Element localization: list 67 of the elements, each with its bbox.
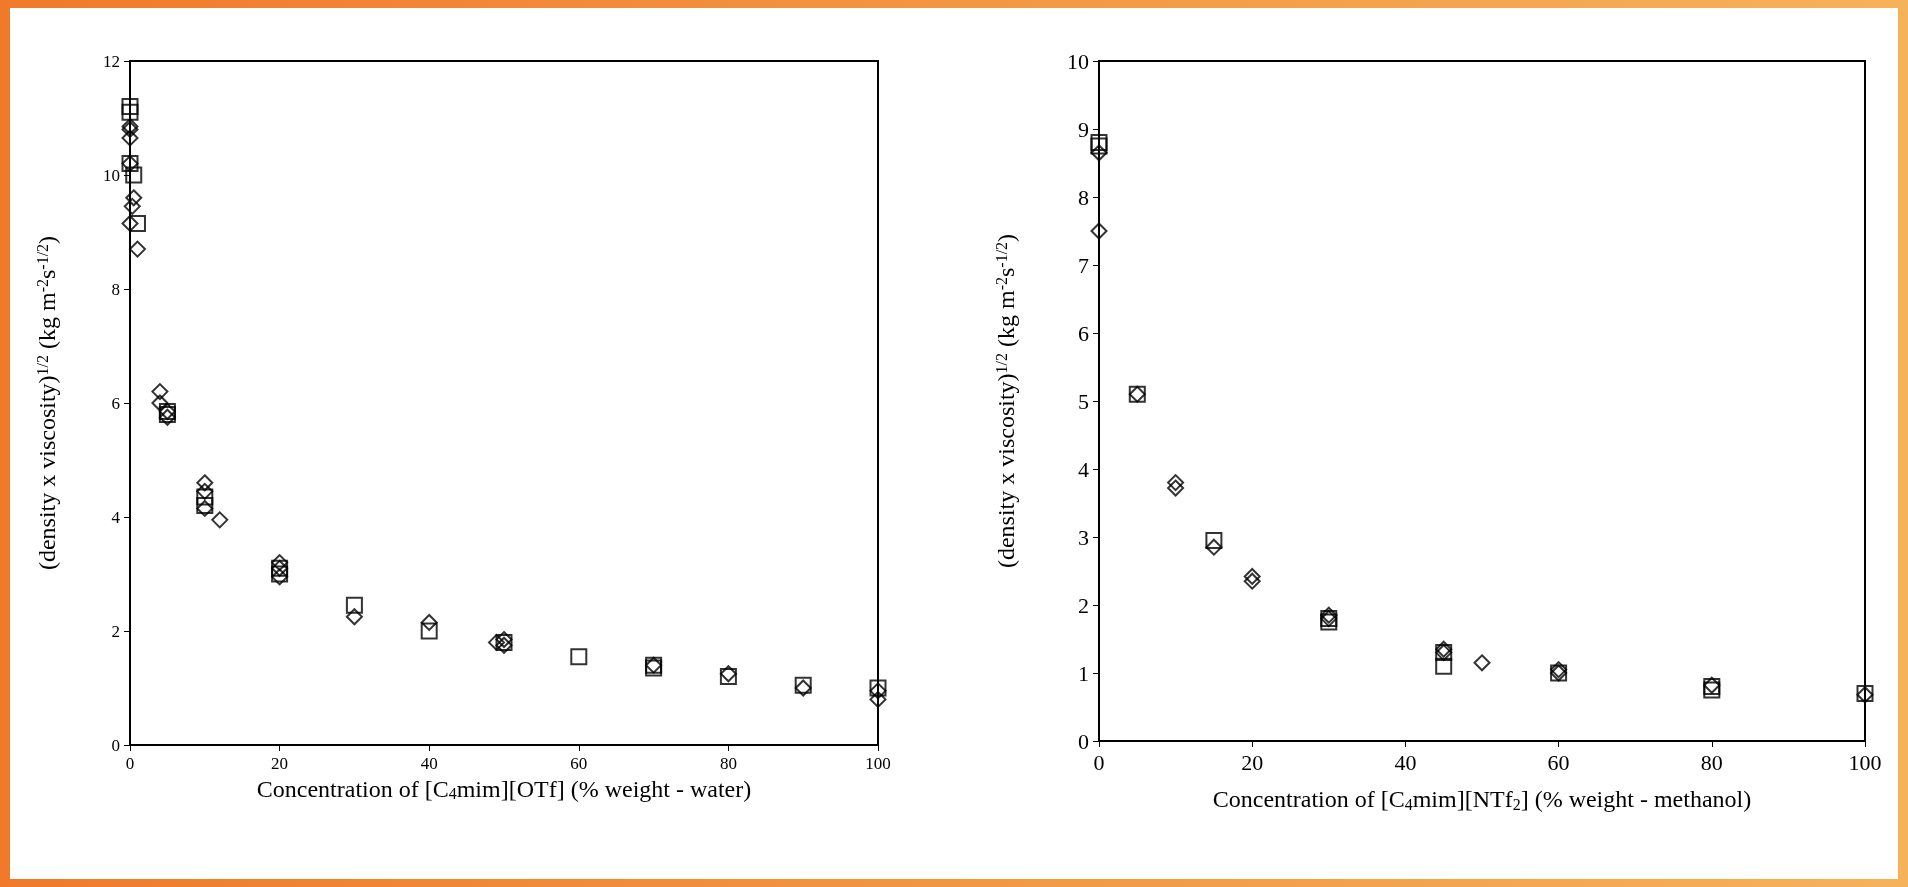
y-axis-title: (density x viscosity)1/2 (kg m-2s-1/2) (992, 233, 1019, 569)
x-axis-title: Concentration of [C4mim][NTf2] (% weight - methanol) (1212, 786, 1752, 813)
x-tick-label: 20 (271, 754, 289, 773)
y-tick-label: 8 (111, 279, 120, 299)
y-tick-label: 9 (1078, 116, 1089, 142)
y-tick-label: 3 (1078, 524, 1089, 550)
y-tick-label: 12 (103, 51, 120, 71)
point (1435, 640, 1453, 658)
point (196, 488, 214, 506)
x-tick-label: 40 (1394, 749, 1417, 775)
point (420, 613, 438, 631)
point (1320, 606, 1338, 624)
y-tick-label: 8 (1078, 184, 1089, 210)
point (128, 240, 146, 258)
point (345, 608, 363, 626)
y-tick-label: 0 (111, 735, 120, 755)
x-tick-label: 100 (1848, 749, 1882, 775)
x-tick-label: 80 (719, 754, 737, 773)
point (869, 690, 887, 708)
y-tick-label: 4 (1078, 456, 1089, 482)
point (420, 622, 438, 640)
y-tick-label: 10 (103, 165, 120, 185)
x-tick-label: 0 (125, 754, 135, 773)
point (1473, 654, 1491, 672)
point (211, 511, 229, 529)
point (1205, 538, 1223, 556)
point (1435, 657, 1453, 675)
y-tick-label: 2 (111, 621, 120, 641)
point (1167, 479, 1185, 497)
x-axis-title: Concentration of [C4mim][OTf] (% weight - water) (256, 775, 752, 803)
point (1243, 567, 1261, 585)
y-tick-label: 10 (1067, 48, 1089, 74)
point (121, 214, 139, 232)
point (488, 633, 506, 651)
x-tick-label: 100 (865, 754, 891, 773)
x-tick-label: 60 (570, 754, 588, 773)
point (345, 596, 363, 614)
point (1243, 572, 1261, 590)
y-tick-label: 7 (1078, 252, 1089, 278)
point (196, 482, 214, 500)
point (121, 98, 139, 116)
y-tick-label: 6 (1078, 320, 1089, 346)
point (1090, 144, 1108, 162)
point (121, 129, 139, 147)
point (123, 197, 141, 215)
point (125, 189, 143, 207)
point (1167, 474, 1185, 492)
x-tick-label: 80 (1700, 749, 1723, 775)
point (125, 166, 143, 184)
y-tick-label: 0 (1078, 728, 1089, 754)
point (570, 648, 588, 666)
point (271, 554, 289, 572)
y-tick-label: 4 (111, 507, 121, 527)
point (1090, 222, 1108, 240)
x-tick-label: 20 (1241, 749, 1264, 775)
point (1205, 531, 1223, 549)
y-axis-title: (density x viscosity)1/2 (kg m-2s-1/2) (33, 235, 60, 571)
point (151, 383, 169, 401)
x-tick-label: 60 (1547, 749, 1570, 775)
y-tick-label: 5 (1078, 388, 1089, 414)
x-tick-label: 40 (420, 754, 438, 773)
point (121, 103, 139, 121)
y-tick-label: 6 (111, 393, 120, 413)
y-tick-label: 2 (1078, 592, 1089, 618)
point (151, 394, 169, 412)
y-tick-label: 1 (1078, 660, 1089, 686)
point (196, 474, 214, 492)
